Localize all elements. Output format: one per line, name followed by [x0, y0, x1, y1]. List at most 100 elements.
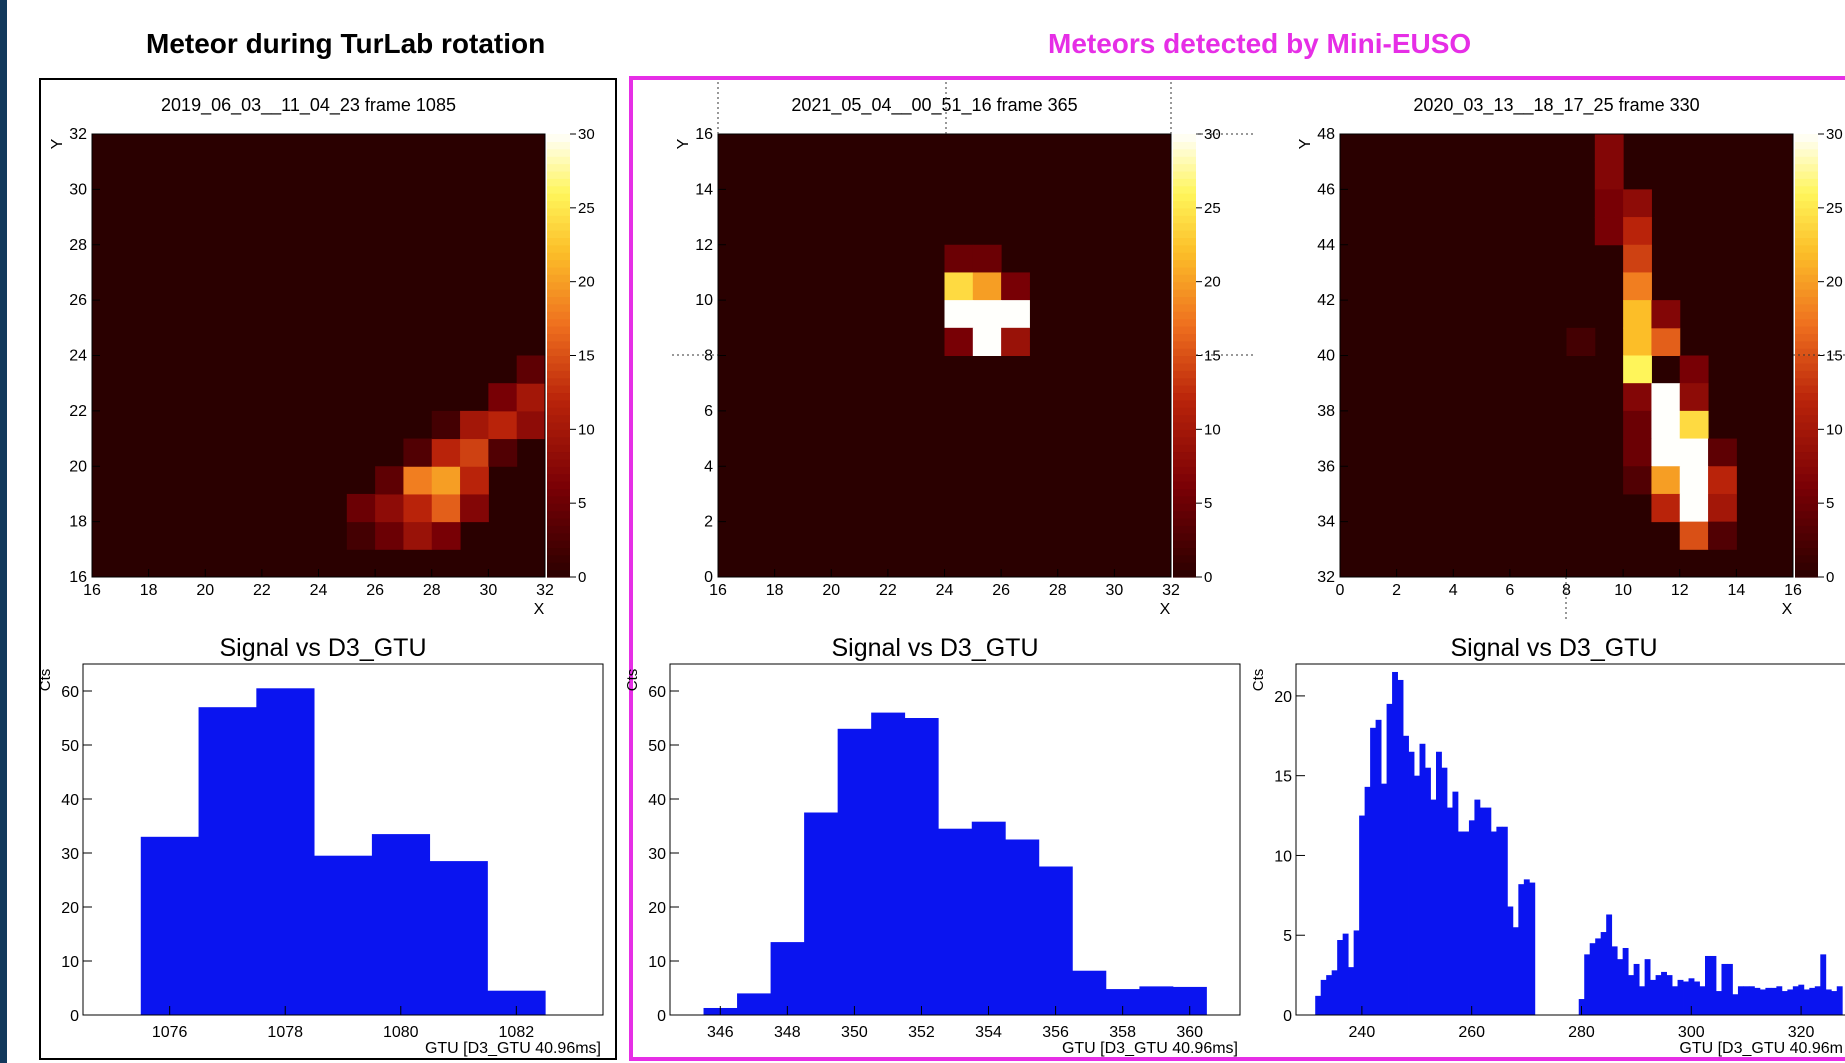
colorbar-segment — [1795, 281, 1818, 290]
colorbar-segment — [1173, 215, 1196, 224]
histogram-bar — [1743, 986, 1750, 1015]
heatmap-cell — [1679, 466, 1709, 495]
colorbar-segment — [547, 481, 570, 489]
heatmap-cell — [1651, 327, 1681, 356]
colorbar-segment — [1173, 481, 1196, 489]
histogram-bar — [904, 718, 939, 1015]
x-tick-label: 2 — [1392, 582, 1401, 599]
y-tick-label: 24 — [69, 348, 87, 365]
histogram-bar — [1364, 786, 1371, 1015]
histogram-bar — [1501, 826, 1508, 1015]
colorbar-segment — [547, 207, 570, 216]
colorbar-segment — [547, 178, 570, 187]
heatmap-cell — [488, 410, 518, 440]
histogram-bar — [1754, 987, 1761, 1015]
x-tick-label: 32 — [536, 582, 554, 599]
colorbar-segment — [1795, 244, 1818, 253]
colorbar-segment — [1173, 399, 1196, 408]
x-axis-label: GTU [D3_GTU 40.96ms] — [1062, 1040, 1238, 1057]
histogram-bar — [1038, 866, 1073, 1015]
colorbar-segment — [547, 392, 570, 401]
y-tick-label: 0 — [1283, 1008, 1292, 1025]
colorbar-segment — [1795, 436, 1818, 445]
y-axis-label: Y — [1297, 138, 1314, 149]
histogram-bar — [770, 942, 805, 1015]
y-tick-label: 30 — [648, 846, 666, 863]
colorbar-segment — [1795, 481, 1818, 489]
heatmap-cell — [944, 327, 974, 356]
heatmap-cell — [460, 466, 489, 495]
colorbar-segment — [1795, 362, 1818, 371]
histogram-bar — [1403, 735, 1409, 1015]
y-tick-label: 20 — [1274, 689, 1292, 706]
colorbar-segment — [1173, 296, 1196, 305]
colorbar-tick-label: 25 — [578, 200, 595, 217]
colorbar-segment — [1173, 325, 1196, 334]
histogram-euso-a: 346 348 350 352 354 356 358 360 0 10 20 30 40 50 60 GTU… — [624, 634, 1241, 1057]
heatmap-cell — [1001, 272, 1030, 301]
heatmap-cell — [1679, 410, 1709, 440]
colorbar-segment — [547, 429, 570, 438]
colorbar-segment — [547, 222, 570, 231]
colorbar-tick-label: 10 — [578, 421, 595, 438]
colorbar-segment — [1795, 444, 1818, 453]
colorbar-segment — [547, 266, 570, 275]
x-tick-label: 6 — [1505, 582, 1514, 599]
histogram-bar — [1617, 959, 1624, 1015]
y-tick-label: 12 — [695, 237, 713, 254]
colorbar-segment — [1795, 562, 1818, 571]
heatmap-cell — [1594, 134, 1624, 163]
colorbar-segment — [1795, 311, 1818, 320]
heatmap-cell — [1679, 493, 1709, 523]
y-axis-label: Y — [675, 138, 692, 149]
colorbar-segment — [1173, 134, 1196, 142]
x-tick-label: 14 — [1727, 582, 1745, 599]
colorbar-segment — [1795, 340, 1818, 349]
x-tick-label: 22 — [879, 582, 897, 599]
colorbar-segment — [1173, 473, 1196, 482]
histogram-bar — [1408, 751, 1415, 1015]
colorbar-segment — [1173, 414, 1196, 423]
histogram-bar — [314, 855, 373, 1015]
colorbar-segment — [1795, 503, 1818, 512]
colorbar-segment — [547, 340, 570, 349]
colorbar-segment — [1173, 303, 1196, 312]
colorbar-segment — [1173, 281, 1196, 290]
histogram-bar — [1748, 986, 1755, 1015]
colorbar-segment — [1173, 436, 1196, 445]
colorbar-segment — [1795, 385, 1818, 394]
heatmap-cell — [460, 493, 489, 523]
y-tick-label: 6 — [704, 403, 713, 420]
colorbar-segment — [1795, 421, 1818, 430]
x-tick-label: 1080 — [383, 1024, 419, 1041]
heatmap-cell — [346, 493, 376, 523]
colorbar-segment — [1795, 540, 1818, 549]
x-tick-label: 360 — [1176, 1024, 1203, 1041]
colorbar-segment — [547, 163, 570, 172]
histogram-bar — [1710, 955, 1717, 1015]
histogram-bar — [1485, 807, 1492, 1015]
y-tick-label: 28 — [69, 237, 87, 254]
histogram-bar — [1479, 807, 1486, 1015]
colorbar-segment — [1795, 163, 1818, 172]
x-tick-label: 26 — [992, 582, 1010, 599]
histogram-bar — [1529, 882, 1536, 1015]
histogram-bar — [1798, 984, 1805, 1015]
histogram-bar — [1348, 967, 1355, 1015]
histogram-bar — [1688, 978, 1695, 1015]
y-tick-label: 46 — [1317, 181, 1335, 198]
y-axis-label: Cts — [1250, 669, 1267, 692]
heatmap-cell — [403, 438, 433, 467]
histogram-bar — [1655, 975, 1662, 1015]
colorbar-tick-label: 5 — [1204, 495, 1212, 512]
colorbar-segment — [1173, 525, 1196, 534]
x-tick-label: 26 — [366, 582, 384, 599]
colorbar-segment — [547, 170, 570, 179]
colorbar-segment — [547, 281, 570, 290]
colorbar-segment — [1173, 148, 1196, 157]
colorbar-segment — [1795, 237, 1818, 246]
histogram-bar — [1386, 703, 1393, 1015]
heatmap-cell — [1679, 355, 1709, 384]
